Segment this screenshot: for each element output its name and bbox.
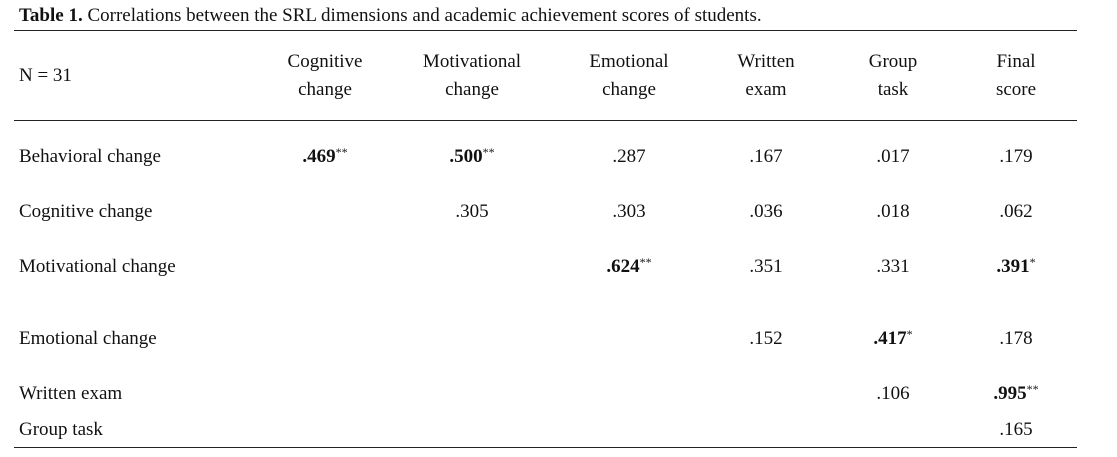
correlation-value: .417 — [873, 328, 907, 349]
correlation-cell: .179 — [999, 143, 1032, 171]
correlation-value: .036 — [749, 201, 783, 222]
correlation-cell: .152 — [749, 325, 782, 353]
header-stub: N = 31 — [19, 65, 72, 86]
correlation-value: .500 — [449, 146, 483, 167]
correlation-value: .152 — [749, 328, 783, 349]
correlation-cell: .391* — [996, 253, 1035, 281]
table-bottom-rule — [14, 447, 1077, 448]
column-header: Motivational change — [423, 48, 521, 104]
column-header-line1: Group — [868, 51, 918, 72]
row-label: Behavioral change — [19, 146, 161, 167]
column-header-line2: score — [995, 79, 1037, 100]
correlation-cell: .305 — [455, 198, 488, 226]
correlation-value: .179 — [999, 146, 1033, 167]
correlation-cell: .331 — [876, 253, 909, 281]
row-label: Motivational change — [19, 256, 176, 277]
column-header: Emotional change — [589, 48, 668, 104]
significance-marker: * — [906, 326, 913, 341]
correlation-value: .303 — [612, 201, 646, 222]
correlation-cell: .469** — [302, 143, 347, 171]
column-header: Final score — [996, 48, 1036, 104]
correlation-value: .331 — [876, 256, 910, 277]
table-caption: Table 1. Correlations between the SRL di… — [19, 5, 762, 27]
row-label: Group task — [19, 419, 103, 440]
correlation-cell: .995** — [993, 380, 1038, 408]
correlation-value: .167 — [749, 146, 783, 167]
table-caption-text: Correlations between the SRL dimensions … — [82, 5, 762, 26]
row-label: Emotional change — [19, 328, 157, 349]
significance-marker: ** — [335, 144, 348, 159]
correlation-cell: .500** — [449, 143, 494, 171]
correlation-value: .305 — [455, 201, 489, 222]
correlation-value: .624 — [606, 256, 640, 277]
correlation-value: .062 — [999, 201, 1033, 222]
correlation-value: .178 — [999, 328, 1033, 349]
correlation-value: .106 — [876, 383, 910, 404]
correlation-value: .165 — [999, 419, 1033, 440]
correlation-cell: .287 — [612, 143, 645, 171]
column-header-line1: Written — [737, 51, 795, 72]
significance-marker: ** — [1026, 381, 1039, 396]
column-header-line2: change — [602, 79, 656, 100]
correlation-value: .391 — [996, 256, 1030, 277]
correlation-cell: .167 — [749, 143, 782, 171]
table-top-rule — [14, 30, 1077, 31]
correlation-value: .018 — [876, 201, 910, 222]
correlation-cell: .018 — [876, 198, 909, 226]
column-header: Written exam — [737, 48, 794, 104]
column-header-line1: Cognitive — [287, 51, 363, 72]
column-header-line1: Final — [996, 51, 1036, 72]
column-header-line1: Motivational — [422, 51, 522, 72]
row-label: Cognitive change — [19, 201, 153, 222]
correlation-cell: .062 — [999, 198, 1032, 226]
correlation-cell: .417* — [873, 325, 912, 353]
significance-marker: ** — [639, 254, 652, 269]
column-header-line2: change — [298, 79, 352, 100]
correlation-cell: .178 — [999, 325, 1032, 353]
correlation-cell: .624** — [606, 253, 651, 281]
correlation-value: .287 — [612, 146, 646, 167]
column-header-line1: Emotional — [589, 51, 669, 72]
significance-marker: ** — [482, 144, 495, 159]
correlation-cell: .106 — [876, 380, 909, 408]
correlation-cell: .303 — [612, 198, 645, 226]
correlation-value: .995 — [993, 383, 1027, 404]
significance-marker: * — [1029, 254, 1036, 269]
column-header-line2: change — [445, 79, 499, 100]
correlation-value: .469 — [302, 146, 336, 167]
correlation-cell: .036 — [749, 198, 782, 226]
column-header: Cognitive change — [288, 48, 363, 104]
correlation-cell: .165 — [999, 416, 1032, 444]
correlation-cell: .351 — [749, 253, 782, 281]
correlation-value: .017 — [876, 146, 910, 167]
correlation-value: .351 — [749, 256, 783, 277]
table-caption-label: Table 1. — [19, 5, 83, 26]
column-header: Group task — [869, 48, 918, 104]
column-header-line2: exam — [745, 79, 787, 100]
table-header-rule — [14, 120, 1077, 121]
correlation-cell: .017 — [876, 143, 909, 171]
row-label: Written exam — [19, 383, 123, 404]
column-header-line2: task — [877, 79, 909, 100]
